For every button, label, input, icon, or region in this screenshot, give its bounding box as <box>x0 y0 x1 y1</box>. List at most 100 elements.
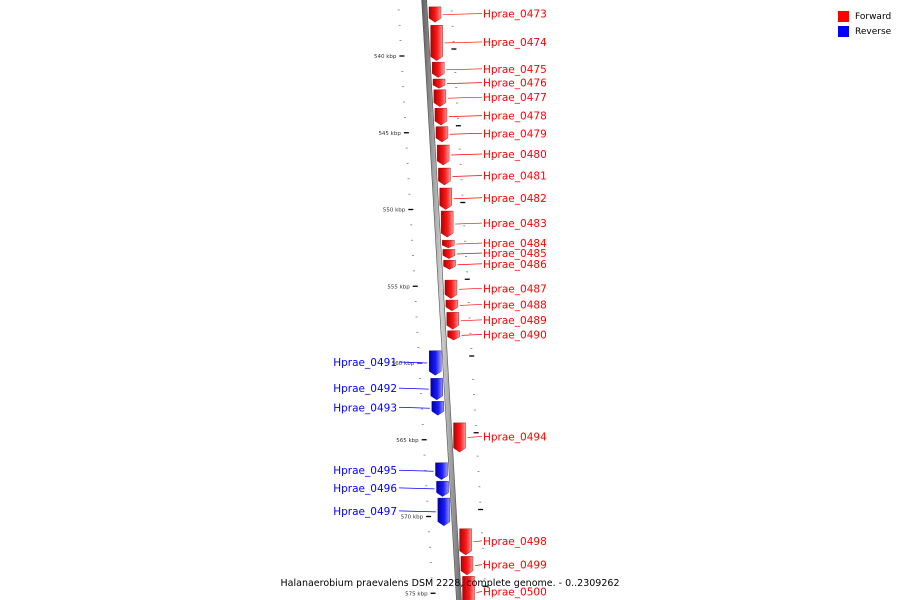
reverse-gene-arrow <box>435 462 448 480</box>
gene-label: Hprae_0500 <box>483 586 547 598</box>
gene-label: Hprae_0479 <box>483 128 547 140</box>
forward-gene-arrow <box>435 126 449 143</box>
forward-gene-arrow <box>444 279 458 299</box>
gene-label-leader <box>442 13 483 15</box>
gene-label-leader <box>448 115 483 117</box>
gene-label: Hprae_0489 <box>483 315 547 327</box>
forward-gene-arrow <box>446 312 459 330</box>
gene-label-leader <box>455 222 483 225</box>
forward-gene-arrow <box>453 422 466 453</box>
reverse-gene-arrow <box>429 350 442 376</box>
scale-label: 570 kbp <box>401 515 424 521</box>
gene-label: Hprae_0490 <box>483 329 547 341</box>
axis-layer <box>421 0 462 600</box>
gene-label-leader <box>447 96 483 99</box>
gene-label-leader <box>398 406 430 409</box>
scale-label: 555 kbp <box>387 284 410 290</box>
gene-label: Hprae_0481 <box>483 170 547 182</box>
gene-label-leader <box>476 591 483 593</box>
reverse-gene-arrow <box>430 378 443 401</box>
legend-item-forward: Forward <box>838 9 898 24</box>
gene-label: Hprae_0486 <box>483 259 547 271</box>
gene-label-leader <box>398 469 434 472</box>
gene-label-leader <box>453 197 483 200</box>
gene-label: Hprae_0485 <box>483 248 547 260</box>
gene-label: Hprae_0496 <box>333 483 397 495</box>
gene-label: Hprae_0480 <box>483 149 547 161</box>
genome-axis <box>421 0 462 600</box>
gene-label: Hprae_0475 <box>483 64 547 76</box>
genome-caption: Halanaerobium praevalens DSM 2228, compl… <box>280 578 620 589</box>
gene-label-leader <box>398 361 428 364</box>
forward-gene-arrow <box>432 61 445 78</box>
scale-label: 565 kbp <box>396 438 419 444</box>
scale-label: 550 kbp <box>383 208 406 214</box>
gene-label: Hprae_0491 <box>333 357 397 369</box>
forward-gene-arrow <box>447 330 460 341</box>
gene-label-leader <box>446 68 483 71</box>
forward-gene-arrow <box>430 25 443 61</box>
reverse-gene-arrow <box>431 401 445 416</box>
gene-label-leader <box>457 263 483 266</box>
label-layer: 540 kbp 545 kbp 550 kbp 555 kbp 560 kbp 565 k… <box>333 9 547 599</box>
gene-label: Hprae_0473 <box>483 9 547 21</box>
gene-label-leader <box>398 510 436 513</box>
gene-label: Hprae_0487 <box>483 283 547 295</box>
forward-gene-arrow <box>432 78 446 89</box>
gene-label-leader <box>460 319 483 322</box>
forward-gene-arrow <box>442 249 456 259</box>
reverse-gene-arrow <box>436 480 449 497</box>
gene-label: Hprae_0493 <box>333 402 397 414</box>
forward-gene-arrow <box>440 210 454 238</box>
scale-label: 540 kbp <box>374 54 397 60</box>
gene-label-leader <box>447 82 483 84</box>
gene-label-leader <box>398 487 435 490</box>
gene-label: Hprae_0495 <box>333 465 397 477</box>
gene-label: Hprae_0483 <box>483 218 547 230</box>
gene-label-leader <box>456 252 483 255</box>
forward-gene-arrow <box>428 6 442 23</box>
forward-gene-arrow <box>438 167 451 186</box>
forward-gene-arrow <box>445 299 459 312</box>
scale-label: 545 kbp <box>378 131 401 137</box>
legend-item-reverse: Reverse <box>838 24 898 39</box>
gene-label-leader <box>467 436 483 438</box>
forward-swatch <box>838 11 849 22</box>
gene-label: Hprae_0494 <box>483 431 547 443</box>
gene-label: Hprae_0497 <box>333 506 397 518</box>
gene-label-leader <box>398 387 429 390</box>
gene-label: Hprae_0478 <box>483 111 547 123</box>
forward-gene-arrow <box>459 528 472 556</box>
forward-gene-arrow <box>436 144 450 166</box>
forward-gene-arrow <box>460 556 474 576</box>
gene-layer <box>428 6 475 600</box>
forward-gene-arrow <box>434 107 448 126</box>
gene-label-leader <box>449 132 483 135</box>
gene-label: Hprae_0482 <box>483 193 547 205</box>
scale-label: 575 kbp <box>405 591 428 597</box>
forward-gene-arrow <box>439 187 452 210</box>
legend-label: Reverse <box>855 26 892 37</box>
forward-gene-arrow <box>433 89 447 107</box>
gene-label: Hprae_0499 <box>483 560 547 572</box>
forward-gene-arrow <box>443 259 456 270</box>
gene-label-leader <box>461 334 483 336</box>
gene-label-leader <box>444 41 483 44</box>
gene-label: Hprae_0498 <box>483 536 547 548</box>
gene-label-leader <box>459 304 483 306</box>
tick-layer <box>397 9 488 594</box>
gene-label-leader <box>458 287 483 290</box>
gene-label: Hprae_0484 <box>483 238 547 250</box>
gene-label-leader <box>473 540 483 543</box>
scale-label: 560 kbp <box>392 361 415 367</box>
gene-label: Hprae_0476 <box>483 78 547 90</box>
gene-label-leader <box>451 153 483 156</box>
reverse-gene-arrow <box>437 497 451 526</box>
gene-label-leader <box>456 242 483 245</box>
gene-label: Hprae_0488 <box>483 299 547 311</box>
gene-label: Hprae_0477 <box>483 92 547 104</box>
gene-label: Hprae_0492 <box>333 383 397 395</box>
legend: Forward Reverse <box>838 9 898 39</box>
reverse-swatch <box>838 26 849 37</box>
